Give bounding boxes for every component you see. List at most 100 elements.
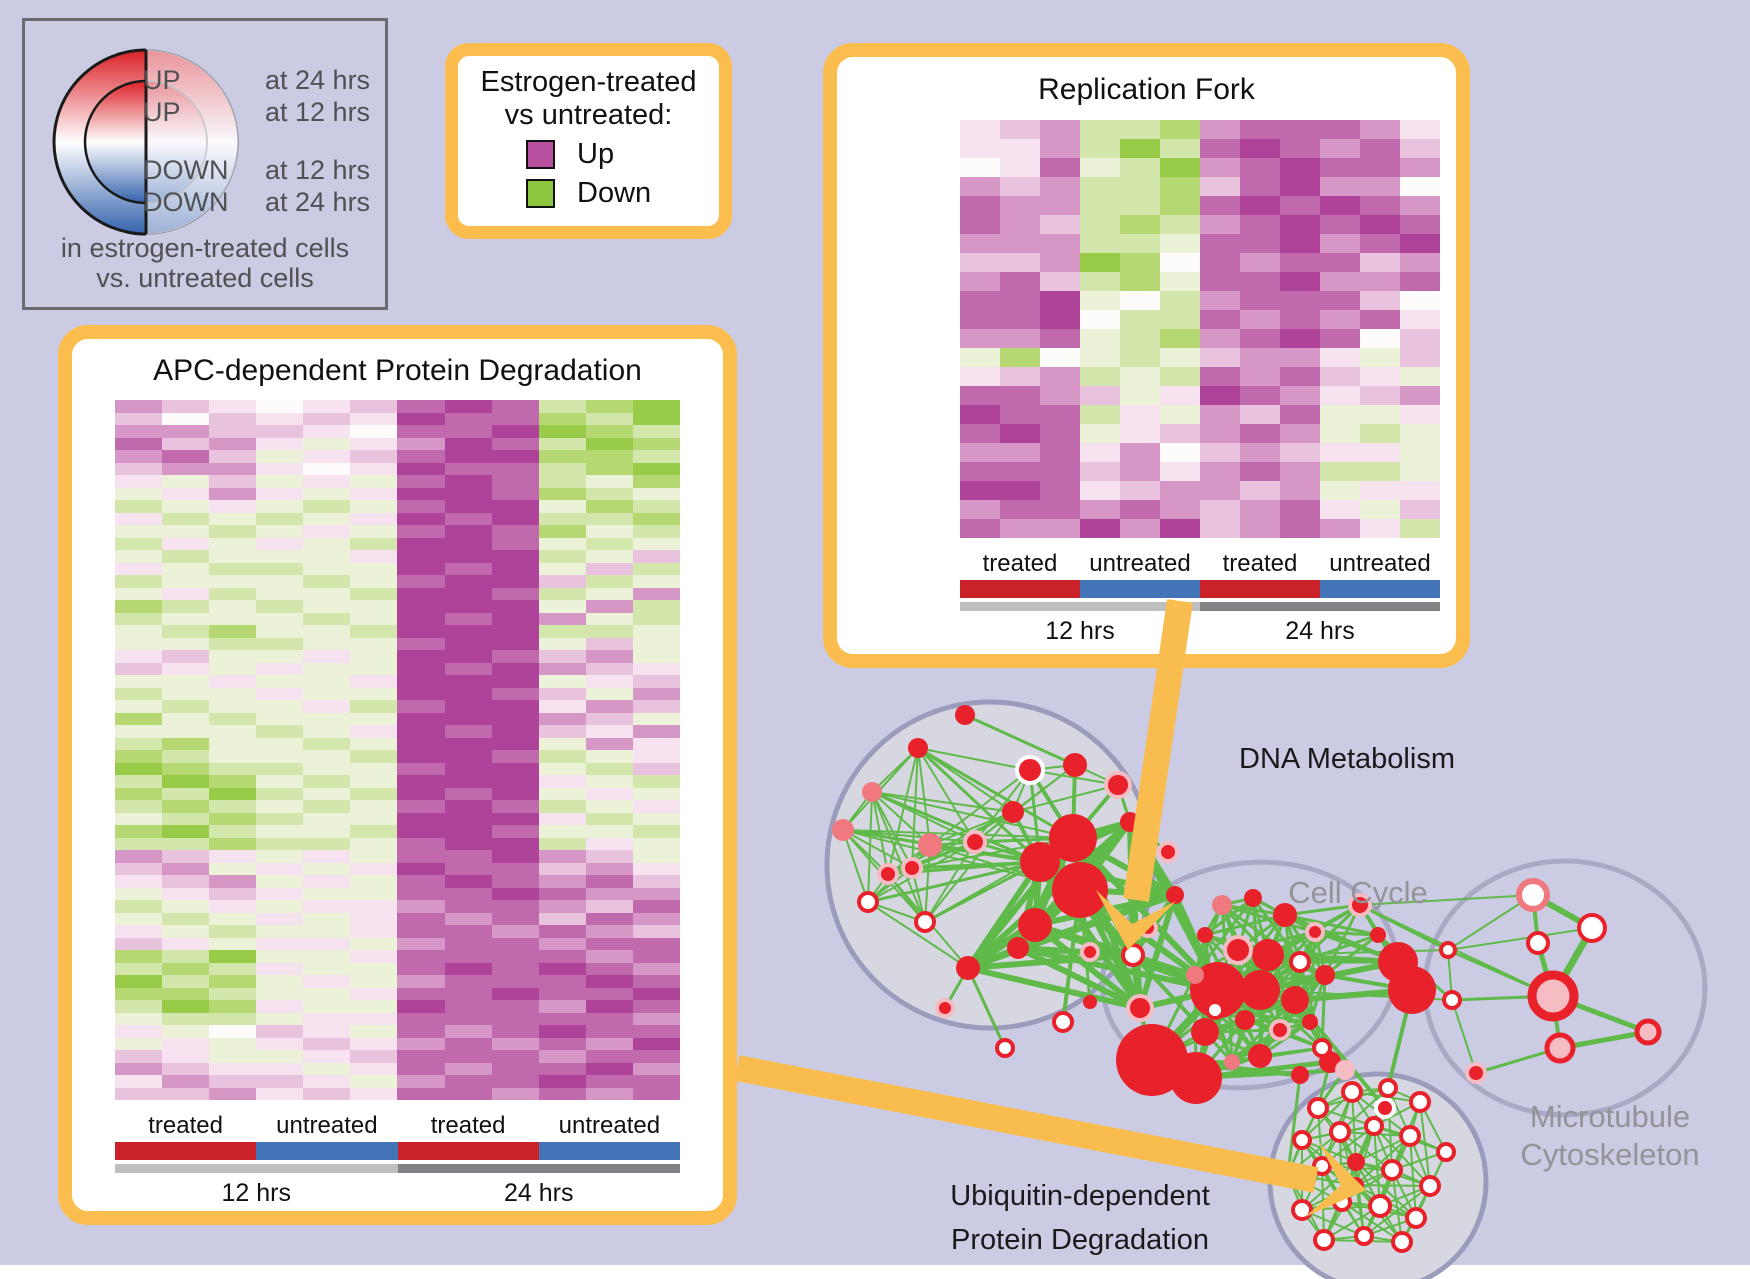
heatmap-cell [444, 550, 492, 563]
heatmap-cell [1080, 158, 1120, 177]
heatmap-cell [538, 1000, 586, 1013]
heatmap-cell [1320, 424, 1360, 443]
heatmap-cell [209, 787, 257, 800]
heatmap-cell [350, 875, 398, 888]
heatmap-cell [491, 962, 539, 975]
heatmap-cell [162, 637, 210, 650]
heatmap-cell [209, 850, 257, 863]
heatmap-cell [397, 875, 445, 888]
heatmap-cell [397, 450, 445, 463]
heatmap-cell [1320, 196, 1360, 215]
heatmap-cell [209, 450, 257, 463]
heatmap-cell [444, 462, 492, 475]
heatmap-cell [491, 787, 539, 800]
heatmap-cell [162, 412, 210, 425]
heatmap-cell [1400, 158, 1440, 177]
heatmap-cell [491, 937, 539, 950]
heatmap-cell [538, 562, 586, 575]
heatmap-cell [209, 812, 257, 825]
heatmap-cell [256, 587, 304, 600]
heatmap-cell [491, 400, 539, 413]
apc-group-label-untreated-12: untreated [276, 1112, 378, 1139]
heatmap-cell [491, 1037, 539, 1050]
network-edge [1284, 903, 1361, 917]
heatmap-cell [303, 1000, 351, 1013]
heatmap-cell [444, 975, 492, 988]
heatmap-cell [585, 900, 633, 913]
heatmap-cell [303, 1037, 351, 1050]
heatmap-cell [632, 900, 680, 913]
heatmap-cell [162, 875, 210, 888]
heatmap-cell [256, 925, 304, 938]
heatmap-cell [256, 737, 304, 750]
heatmap-cell [1160, 405, 1200, 424]
network-node [1291, 1066, 1309, 1084]
heatmap-cell [1000, 139, 1040, 158]
heatmap-cell [162, 612, 210, 625]
heatmap-cell [444, 962, 492, 975]
heatmap-cell [538, 462, 586, 475]
heatmap-cell [162, 1000, 210, 1013]
heatmap-cell [115, 525, 163, 538]
heatmap-cell [538, 837, 586, 850]
heatmap-cell [1360, 367, 1400, 386]
heatmap-cell [1080, 348, 1120, 367]
heatmap-cell [115, 625, 163, 638]
heatmap-cell [350, 862, 398, 875]
apc-group-label-untreated-24: untreated [558, 1112, 661, 1139]
heatmap-cell [303, 650, 351, 663]
heatmap-cell [1240, 462, 1280, 481]
heatmap-cell [115, 862, 163, 875]
heatmap-cell [585, 687, 633, 700]
heatmap-cell [350, 412, 398, 425]
rf-time-label-12: 12 hrs [1045, 617, 1115, 645]
heatmap-cell [1160, 519, 1200, 538]
heatmap-cell [1000, 481, 1040, 500]
heatmap-cell [350, 1075, 398, 1088]
network-edge [924, 844, 931, 923]
heatmap-cell [585, 850, 633, 863]
heatmap-cell [256, 975, 304, 988]
apc-panel-title: APC-dependent Protein Degradation [153, 354, 642, 387]
heatmap-cell [209, 1025, 257, 1038]
heatmap-cell [162, 737, 210, 750]
heatmap-cell [1240, 386, 1280, 405]
network-node [1083, 995, 1097, 1009]
heatmap-cell [256, 1012, 304, 1025]
heatmap-cell [1040, 481, 1080, 500]
heatmap-cell [538, 500, 586, 513]
heatmap-cell [115, 725, 163, 738]
heatmap-cell [1040, 139, 1080, 158]
heatmap-cell [162, 475, 210, 488]
network-node [1348, 1177, 1364, 1193]
heatmap-cell [209, 1075, 257, 1088]
heatmap-cell [1000, 120, 1040, 139]
heatmap-cell [538, 962, 586, 975]
heatmap-cell [303, 437, 351, 450]
network-node [877, 863, 899, 885]
heatmap-cell [491, 450, 539, 463]
heatmap-cell [632, 762, 680, 775]
network-edge [842, 829, 869, 903]
network-node [1289, 951, 1311, 973]
heatmap-cell [1280, 329, 1320, 348]
heatmap-cell [1080, 462, 1120, 481]
heatmap-cell [444, 875, 492, 888]
heatmap-cell [115, 475, 163, 488]
heatmap-cell [632, 562, 680, 575]
heatmap-cell [397, 900, 445, 913]
heatmap-cell [397, 687, 445, 700]
heatmap-cell [538, 812, 586, 825]
heatmap-cell [256, 700, 304, 713]
heatmap-cell [632, 800, 680, 813]
heatmap-cell [350, 650, 398, 663]
heatmap-cell [538, 575, 586, 588]
heatmap-cell [1120, 196, 1160, 215]
network-node [1269, 1019, 1291, 1041]
heatmap-cell [162, 887, 210, 900]
heatmap-cell [444, 762, 492, 775]
heatmap-cell [585, 525, 633, 538]
heatmap-cell [960, 253, 1000, 272]
heatmap-cell [209, 650, 257, 663]
heatmap-cell [1400, 310, 1440, 329]
